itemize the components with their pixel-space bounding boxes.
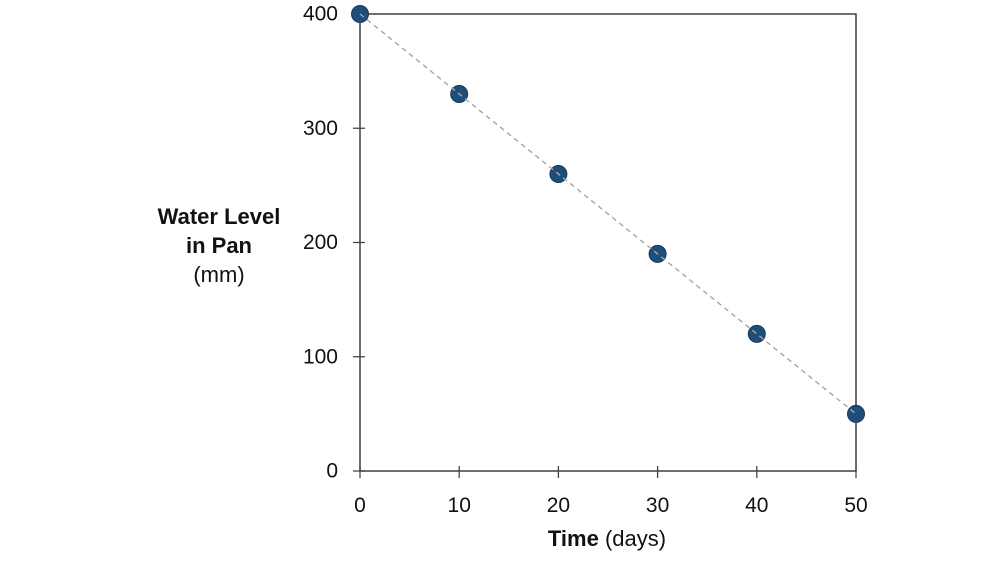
x-axis-title: Time (days) xyxy=(457,526,757,552)
x-axis-unit: (days) xyxy=(604,526,667,551)
y-axis-title: Water Level in Pan (mm) xyxy=(119,202,319,289)
x-axis-tick-label: 50 xyxy=(844,494,867,517)
y-axis-tick-label: 100 xyxy=(303,345,338,368)
data-point xyxy=(847,404,865,423)
y-axis-tick-label: 400 xyxy=(303,3,338,26)
trend-line xyxy=(359,13,857,415)
y-axis-tick-label: 300 xyxy=(303,117,338,140)
x-axis-tick-label: 20 xyxy=(547,494,570,517)
x-axis-tick-label: 0 xyxy=(354,494,366,517)
y-axis-title-line1: Water Level xyxy=(157,204,281,229)
plot-border xyxy=(359,13,857,472)
x-axis-tick-label: 40 xyxy=(745,494,768,517)
x-axis-title-text: Time xyxy=(547,526,599,551)
y-axis-tick-label: 200 xyxy=(303,231,338,254)
data-point xyxy=(747,324,766,343)
x-axis-tick-label: 10 xyxy=(448,494,471,517)
y-axis-tick-label: 0 xyxy=(326,460,338,483)
y-axis-title-line2: in Pan xyxy=(185,233,252,258)
x-axis-tick-label: 30 xyxy=(646,494,669,517)
y-axis-unit: (mm) xyxy=(193,262,245,287)
